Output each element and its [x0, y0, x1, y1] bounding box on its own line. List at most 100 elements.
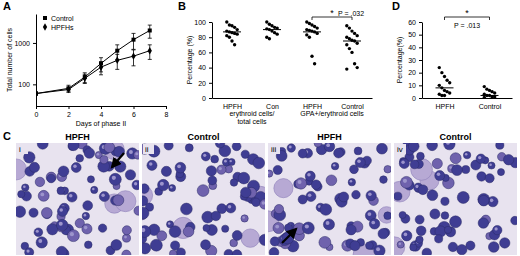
micrograph: Controlii — [132, 132, 271, 256]
cell — [98, 224, 106, 232]
point — [438, 84, 441, 87]
cell-highlight — [59, 208, 63, 212]
tick: 100 — [18, 81, 36, 88]
marker — [36, 90, 38, 97]
cell-highlight — [134, 182, 137, 185]
cell — [56, 246, 67, 255]
point — [310, 55, 313, 58]
point — [230, 39, 233, 42]
cell — [319, 236, 331, 248]
cell — [432, 159, 442, 169]
tick-label: 100 — [18, 81, 30, 88]
point — [225, 20, 228, 23]
tick-label: 0 — [202, 95, 206, 102]
cell — [273, 222, 284, 233]
tick: 80 — [198, 34, 212, 41]
image-body — [16, 143, 139, 255]
tick-mark — [419, 60, 422, 61]
cell — [416, 226, 426, 236]
error-bar — [132, 50, 136, 66]
error-bar — [132, 33, 136, 49]
cell — [169, 185, 176, 192]
cell — [206, 166, 216, 176]
cell — [320, 204, 332, 216]
image-body — [394, 143, 517, 255]
mean-line — [263, 29, 281, 30]
cell-highlight — [298, 180, 302, 184]
cell — [493, 225, 502, 234]
cell — [99, 192, 109, 202]
cell-highlight — [224, 160, 227, 163]
point — [348, 26, 351, 29]
cell — [352, 190, 361, 199]
cell — [416, 236, 423, 243]
point — [233, 26, 236, 29]
tick: HPFH — [435, 98, 454, 110]
error-bar — [99, 62, 103, 75]
cell-highlight — [399, 242, 401, 244]
cell-highlight — [229, 160, 231, 162]
cell — [369, 219, 379, 229]
cell — [91, 186, 98, 193]
cell-highlight — [262, 201, 265, 205]
legend-marker — [43, 23, 47, 30]
cell — [269, 248, 279, 255]
tick: 4 — [100, 106, 104, 118]
cell-highlight — [203, 154, 206, 157]
cell — [466, 241, 475, 250]
point — [276, 32, 279, 35]
cell-highlight — [142, 228, 145, 232]
tick: 0 — [35, 106, 39, 118]
cell — [232, 143, 241, 151]
x-axis-title: Days of phase II — [76, 120, 127, 128]
point — [345, 67, 348, 70]
cell-highlight — [135, 152, 138, 155]
cell-highlight — [415, 185, 418, 188]
cell — [410, 244, 417, 251]
axis-line — [213, 98, 373, 99]
point — [445, 79, 448, 82]
point — [236, 28, 239, 31]
cell-highlight — [494, 227, 497, 230]
micrograph: HPFHiii — [258, 132, 395, 256]
tick-label: 80 — [198, 34, 206, 41]
cell — [58, 166, 69, 177]
cell — [142, 184, 149, 194]
series-line — [36, 51, 150, 94]
tick-label: 6 — [132, 111, 136, 118]
tick-label: 8 — [165, 111, 169, 118]
numeral-background — [143, 144, 154, 154]
x-axis: 0 2 4 6 8 — [35, 106, 169, 118]
cell-highlight — [401, 161, 404, 164]
cell — [478, 218, 488, 228]
cell — [488, 242, 499, 253]
marker — [115, 49, 119, 53]
cell — [230, 179, 237, 186]
point — [316, 26, 319, 29]
tick-label: 40 — [198, 64, 206, 71]
tick-label: 30 — [408, 57, 416, 64]
tick: HPFH — [223, 98, 242, 110]
figure: 024681001000Days of phase IITotal number… — [0, 0, 520, 256]
point — [268, 37, 271, 40]
tick-mark — [209, 37, 212, 38]
cell — [217, 165, 226, 174]
cell — [384, 165, 391, 173]
cell — [57, 187, 65, 195]
tick-mark — [209, 98, 212, 99]
point — [493, 91, 496, 94]
cell — [211, 155, 219, 163]
legend-label: Control — [51, 15, 74, 22]
tick: 10 — [408, 82, 422, 89]
cell — [181, 203, 193, 215]
arrow — [112, 153, 124, 167]
tick-label: 2 — [67, 111, 71, 118]
cell-highlight — [69, 194, 73, 198]
tick: 1000 — [14, 40, 36, 47]
cell — [284, 224, 292, 232]
cell-highlight — [40, 193, 44, 197]
cell — [399, 159, 409, 169]
cell — [463, 151, 470, 158]
point — [233, 43, 236, 46]
cell — [444, 226, 451, 233]
